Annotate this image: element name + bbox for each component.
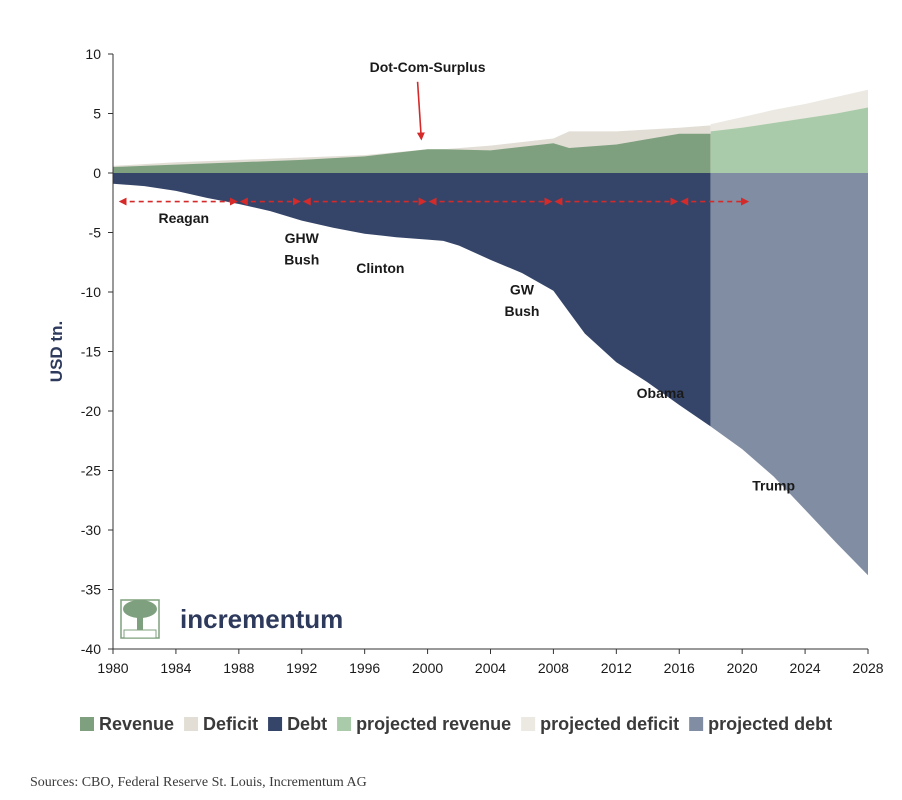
x-tick-label: 1992 xyxy=(286,660,317,676)
annotation-label: Bush xyxy=(504,303,539,319)
x-tick-label: 1984 xyxy=(160,660,191,676)
y-tick-label: -15 xyxy=(81,344,101,360)
annotation-label: Reagan xyxy=(158,210,209,226)
series-debt xyxy=(113,173,711,427)
series-projected-debt xyxy=(710,173,868,576)
legend-label: projected revenue xyxy=(356,714,511,734)
x-tick-label: 2004 xyxy=(475,660,506,676)
x-tick-label: 1980 xyxy=(97,660,128,676)
y-tick-label: 0 xyxy=(93,165,101,181)
legend-item: Revenue xyxy=(80,714,174,734)
legend-item: projected deficit xyxy=(521,714,679,734)
series-projected-revenue xyxy=(710,107,868,173)
tree-icon-crown xyxy=(123,600,157,618)
annotation-label: GHW xyxy=(285,230,320,246)
x-tick-label: 2016 xyxy=(664,660,695,676)
legend-item: projected debt xyxy=(689,714,832,734)
legend-swatch xyxy=(80,717,94,731)
tree-icon-trunk xyxy=(137,612,143,638)
legend-item: projected revenue xyxy=(337,714,511,734)
annotation-label: Obama xyxy=(637,385,685,401)
legend-swatch xyxy=(184,717,199,731)
y-tick-label: -5 xyxy=(89,225,102,241)
tree-icon xyxy=(120,599,160,639)
legend-label: Revenue xyxy=(99,714,174,734)
logo-text: incrementum xyxy=(180,604,343,634)
legend-item: Deficit xyxy=(184,714,258,734)
y-tick-label: -25 xyxy=(81,463,101,479)
legend-label: Debt xyxy=(287,714,327,734)
y-tick-label: -10 xyxy=(81,284,101,300)
axes: 10 5 0 -5 -10 -15 -20 -25 -30 -35 -40 1980 1984 1988 1… xyxy=(47,46,884,676)
chart-area: 10 5 0 -5 -10 -15 -20 -25 -30 -35 -40 1980 1984 1988 1… xyxy=(47,46,884,734)
legend: Revenue Deficit Debt projected revenue proje… xyxy=(80,714,832,734)
series-revenue xyxy=(113,133,711,173)
annotation-label: Dot-Com-Surplus xyxy=(370,59,486,75)
x-tick-label: 2000 xyxy=(412,660,443,676)
x-tick-label: 2024 xyxy=(790,660,821,676)
legend-label: Deficit xyxy=(203,714,258,734)
y-tick-label: -35 xyxy=(81,582,101,598)
y-tick-label: -20 xyxy=(81,403,101,419)
y-tick-label: -40 xyxy=(81,641,101,657)
legend-swatch xyxy=(521,717,536,731)
annotation-arrow xyxy=(416,81,425,141)
annotations: Dot-Com-Surplus Reagan GHW Bush Clinton GW Bus… xyxy=(158,59,795,494)
x-tick-label: 1996 xyxy=(349,660,380,676)
y-tick-label: 10 xyxy=(85,46,101,62)
series-areas xyxy=(113,89,868,576)
x-tick-label: 2008 xyxy=(538,660,569,676)
annotation-label: GW xyxy=(510,281,535,297)
legend-swatch xyxy=(268,717,283,731)
x-tick-label: 1988 xyxy=(223,660,254,676)
x-tick-label: 2020 xyxy=(727,660,758,676)
tree-icon-base xyxy=(123,629,157,639)
y-tick-label: -30 xyxy=(81,522,101,538)
x-tick-label: 2012 xyxy=(601,660,632,676)
annotation-label: Trump xyxy=(752,478,795,494)
logo: incrementum xyxy=(120,599,343,639)
legend-label: projected debt xyxy=(708,714,832,734)
legend-label: projected deficit xyxy=(540,714,679,734)
annotation-label: Bush xyxy=(284,252,319,268)
y-axis-label: USD tn. xyxy=(47,321,66,382)
y-tick-label: 5 xyxy=(93,106,101,122)
x-tick-label: 2028 xyxy=(852,660,883,676)
legend-item: Debt xyxy=(268,714,327,734)
legend-swatch xyxy=(337,717,352,731)
source-note: Sources: CBO, Federal Reserve St. Louis,… xyxy=(30,775,367,790)
annotation-label: Clinton xyxy=(356,260,404,276)
legend-swatch xyxy=(689,717,704,731)
